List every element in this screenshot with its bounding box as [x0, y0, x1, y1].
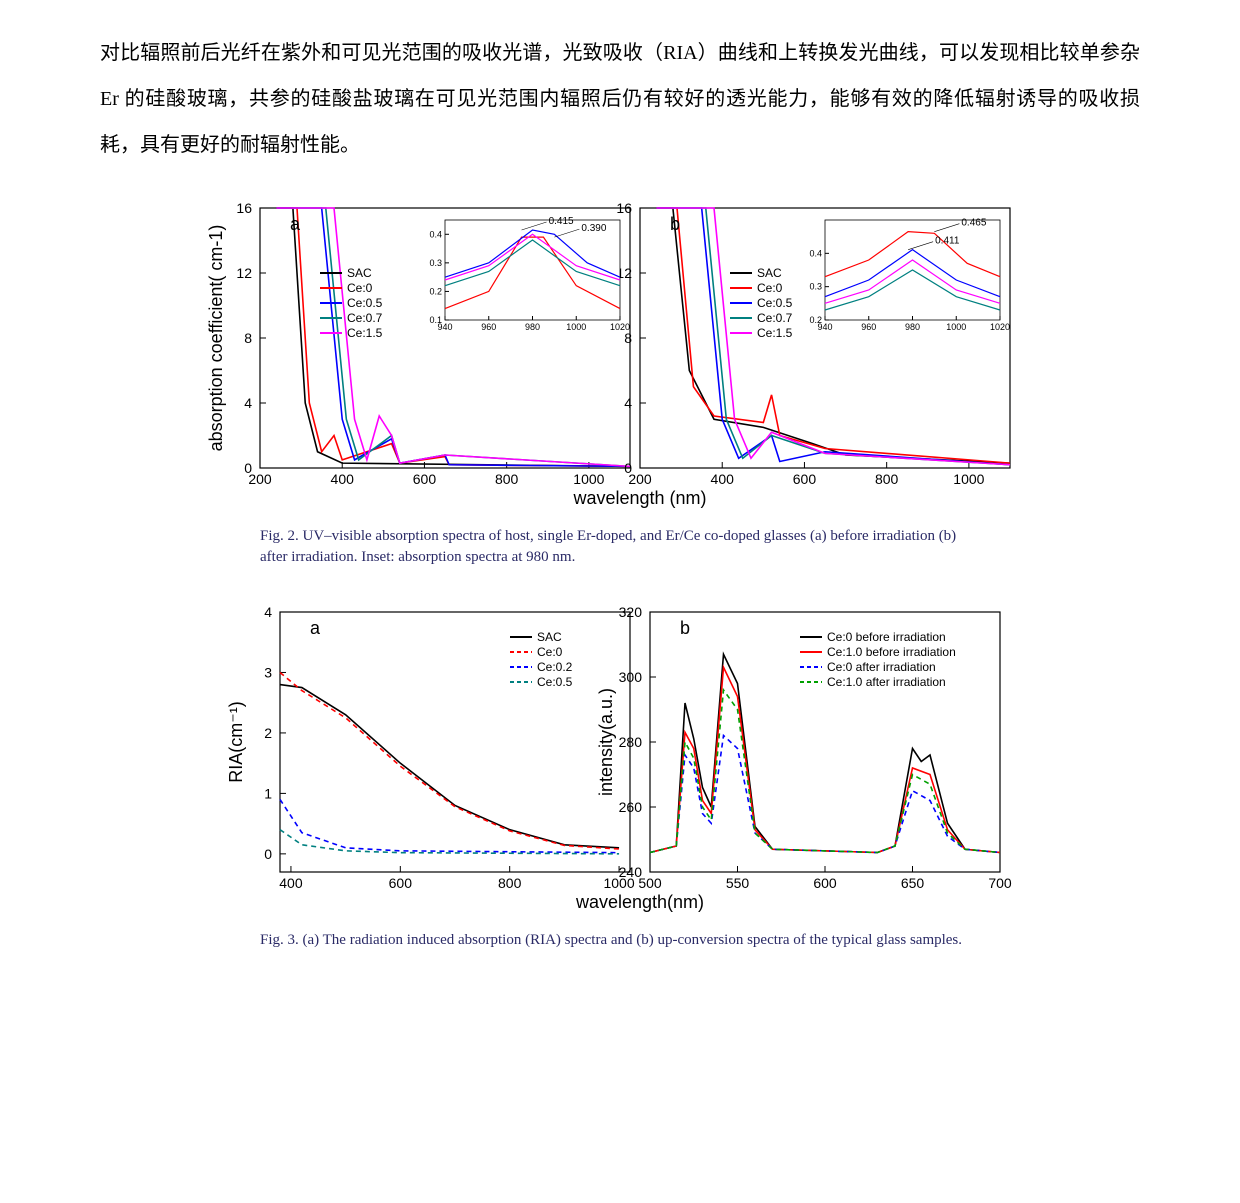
svg-text:1000: 1000 — [946, 322, 966, 332]
svg-text:2: 2 — [264, 725, 272, 741]
svg-text:Ce:1.0 before irradiation: Ce:1.0 before irradiation — [827, 645, 956, 659]
paragraph: 对比辐照前后光纤在紫外和可见光范围的吸收光谱，光致吸收（RIA）曲线和上转换发光… — [100, 30, 1140, 168]
svg-text:960: 960 — [481, 322, 496, 332]
svg-text:0.4: 0.4 — [429, 229, 442, 239]
svg-text:800: 800 — [498, 875, 522, 891]
svg-text:260: 260 — [619, 799, 643, 815]
svg-text:280: 280 — [619, 734, 643, 750]
svg-text:Ce:0.5: Ce:0.5 — [537, 675, 573, 689]
svg-text:300: 300 — [619, 669, 643, 685]
svg-text:0.465: 0.465 — [961, 218, 986, 229]
svg-text:800: 800 — [495, 471, 519, 487]
fig2-row: 20040060080010000481216aSACCe:0Ce:0.5Ce:… — [100, 188, 1140, 518]
svg-text:1000: 1000 — [573, 471, 604, 487]
svg-text:700: 700 — [988, 875, 1012, 891]
svg-text:0.2: 0.2 — [809, 315, 822, 325]
svg-text:550: 550 — [726, 875, 750, 891]
svg-text:980: 980 — [525, 322, 540, 332]
svg-text:600: 600 — [813, 875, 837, 891]
svg-text:980: 980 — [905, 322, 920, 332]
fig2-caption: Fig. 2. UV–visible absorption spectra of… — [260, 526, 980, 568]
svg-text:600: 600 — [413, 471, 437, 487]
svg-text:0.4: 0.4 — [809, 248, 822, 258]
svg-text:0: 0 — [264, 846, 272, 862]
svg-text:Ce:0.7: Ce:0.7 — [347, 311, 383, 325]
svg-text:1000: 1000 — [953, 471, 984, 487]
svg-text:600: 600 — [389, 875, 413, 891]
svg-text:SAC: SAC — [757, 266, 782, 280]
svg-text:800: 800 — [875, 471, 899, 487]
fig3-svg: 400600800100001234aSACCe:0Ce:0.2Ce:0.5RI… — [210, 592, 1030, 922]
svg-text:12: 12 — [236, 265, 252, 281]
svg-text:0: 0 — [624, 460, 632, 476]
fig2-svg: 20040060080010000481216aSACCe:0Ce:0.5Ce:… — [190, 188, 1050, 518]
svg-text:4: 4 — [624, 395, 632, 411]
svg-text:SAC: SAC — [347, 266, 372, 280]
svg-text:1000: 1000 — [566, 322, 586, 332]
svg-text:intensity(a.u.): intensity(a.u.) — [596, 688, 616, 796]
svg-text:400: 400 — [331, 471, 355, 487]
svg-text:0.415: 0.415 — [549, 216, 574, 227]
svg-text:0.3: 0.3 — [429, 258, 442, 268]
svg-text:0.3: 0.3 — [809, 282, 822, 292]
svg-text:1020: 1020 — [990, 322, 1010, 332]
svg-text:b: b — [670, 214, 680, 234]
svg-text:4: 4 — [264, 604, 272, 620]
svg-text:400: 400 — [279, 875, 303, 891]
svg-text:wavelength (nm): wavelength (nm) — [572, 488, 706, 508]
svg-text:Ce:0: Ce:0 — [757, 281, 783, 295]
svg-text:Ce:0.2: Ce:0.2 — [537, 660, 573, 674]
svg-text:Ce:0 before irradiation: Ce:0 before irradiation — [827, 630, 946, 644]
svg-text:3: 3 — [264, 664, 272, 680]
svg-text:a: a — [290, 214, 301, 234]
svg-text:600: 600 — [793, 471, 817, 487]
svg-text:1: 1 — [264, 785, 272, 801]
svg-text:Ce:0: Ce:0 — [537, 645, 563, 659]
svg-text:absorption coefficient( cm-1): absorption coefficient( cm-1) — [206, 225, 226, 452]
svg-text:Ce:0 after irradiation: Ce:0 after irradiation — [827, 660, 936, 674]
svg-text:8: 8 — [624, 330, 632, 346]
fig3-row: 400600800100001234aSACCe:0Ce:0.2Ce:0.5RI… — [100, 592, 1140, 922]
svg-text:240: 240 — [619, 864, 643, 880]
svg-text:320: 320 — [619, 604, 643, 620]
svg-text:wavelength(nm): wavelength(nm) — [575, 892, 704, 912]
svg-text:Ce:0: Ce:0 — [347, 281, 373, 295]
svg-text:RIA(cm⁻¹): RIA(cm⁻¹) — [226, 701, 246, 782]
svg-text:1020: 1020 — [610, 322, 630, 332]
svg-text:Ce:1.5: Ce:1.5 — [347, 326, 383, 340]
svg-text:16: 16 — [236, 200, 252, 216]
svg-text:960: 960 — [861, 322, 876, 332]
svg-text:8: 8 — [244, 330, 252, 346]
svg-text:0.390: 0.390 — [581, 223, 606, 234]
svg-text:Ce:0.5: Ce:0.5 — [347, 296, 383, 310]
svg-text:16: 16 — [616, 200, 632, 216]
svg-text:400: 400 — [711, 471, 735, 487]
svg-text:0.2: 0.2 — [429, 286, 442, 296]
svg-text:0.1: 0.1 — [429, 315, 442, 325]
svg-text:Ce:1.0 after irradiation: Ce:1.0 after irradiation — [827, 675, 946, 689]
svg-text:Ce:0.5: Ce:0.5 — [757, 296, 793, 310]
svg-text:650: 650 — [901, 875, 925, 891]
svg-text:0.411: 0.411 — [935, 236, 960, 247]
fig3-caption: Fig. 3. (a) The radiation induced absorp… — [260, 930, 980, 951]
svg-text:a: a — [310, 618, 321, 638]
svg-text:4: 4 — [244, 395, 252, 411]
svg-text:b: b — [680, 618, 690, 638]
svg-text:Ce:1.5: Ce:1.5 — [757, 326, 793, 340]
svg-text:Ce:0.7: Ce:0.7 — [757, 311, 793, 325]
svg-text:SAC: SAC — [537, 630, 562, 644]
svg-text:0: 0 — [244, 460, 252, 476]
